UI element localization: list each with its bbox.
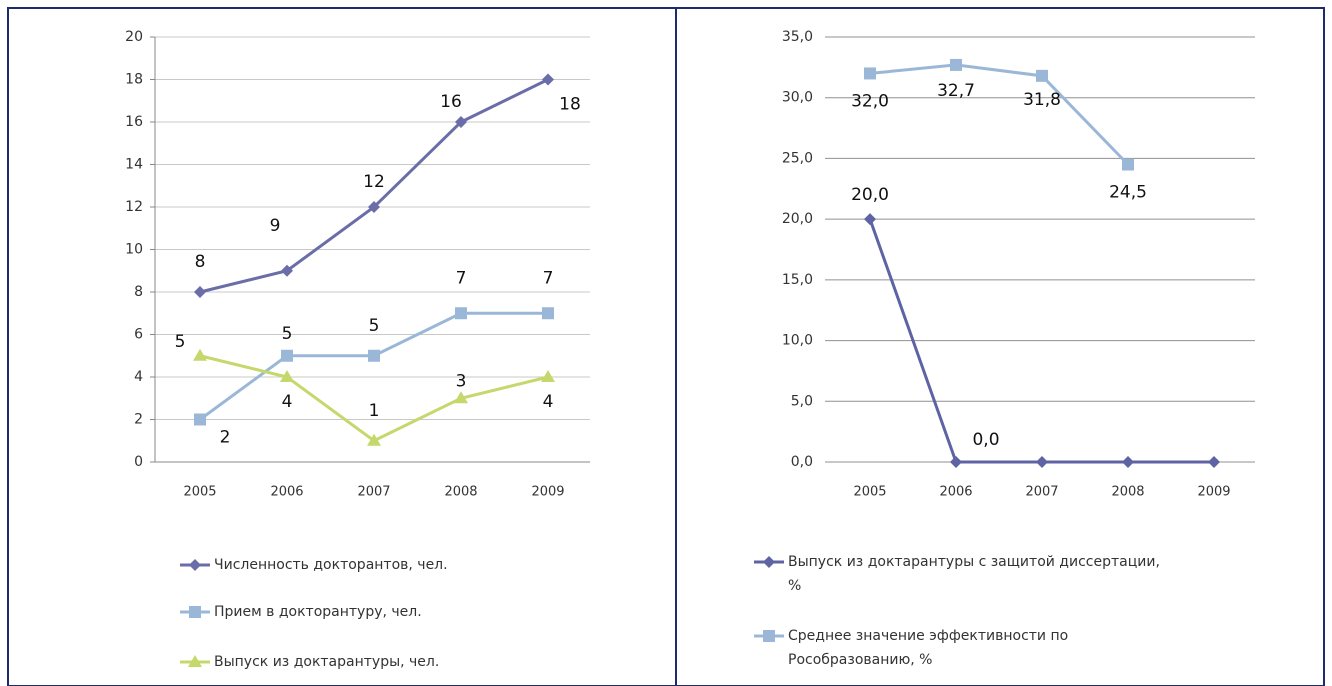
marker (1122, 158, 1134, 171)
legend-label: Численность докторантов, чел. (214, 557, 448, 573)
data-label: 8 (195, 252, 206, 272)
y-tick-label: 14 (125, 157, 143, 173)
y-tick-label: 25,0 (782, 150, 813, 166)
marker (455, 116, 467, 128)
legend-label: Выпуск из доктарантуры, чел. (214, 654, 440, 670)
data-label: 31,8 (1023, 90, 1061, 110)
marker (368, 349, 380, 362)
y-tick-label: 18 (125, 72, 143, 88)
legend-entry: Среднее значение эффективности по Рособр… (788, 628, 1069, 668)
y-tick-label: 0,0 (791, 454, 813, 470)
legend-label: Выпуск из доктарантуры с защитой диссерт… (788, 554, 1160, 594)
marker (864, 67, 876, 80)
y-tick-label: 20 (125, 29, 143, 45)
legend-entry: Прием в докторантуру, чел. (214, 604, 422, 620)
marker (189, 559, 201, 571)
y-tick-label: 4 (134, 369, 143, 385)
marker (281, 349, 293, 362)
y-tick-label: 15,0 (782, 272, 813, 288)
x-tick-label: 2009 (1197, 485, 1230, 500)
marker (541, 370, 555, 382)
series-line (869, 63, 1130, 166)
marker (454, 391, 468, 404)
data-label: 3 (456, 371, 467, 391)
y-tick-label: 30,0 (782, 90, 813, 106)
marker (763, 630, 775, 642)
data-label: 4 (282, 392, 293, 412)
x-tick-label: 2005 (183, 485, 216, 500)
data-label: 18 (559, 95, 581, 115)
data-label: 12 (363, 172, 385, 192)
x-tick-label: 2007 (1025, 485, 1058, 500)
data-label: 24,5 (1109, 183, 1147, 203)
data-label: 4 (543, 392, 554, 412)
data-label: 5 (282, 324, 293, 344)
x-tick-label: 2007 (357, 485, 390, 500)
data-label: 20,0 (851, 185, 889, 205)
marker (864, 213, 876, 226)
marker (542, 73, 554, 86)
y-tick-label: 5,0 (791, 393, 813, 409)
data-label: 32,0 (851, 91, 889, 111)
marker (193, 348, 207, 361)
y-tick-label: 35,0 (782, 29, 813, 45)
x-tick-label: 2006 (939, 485, 972, 500)
data-label: 7 (456, 268, 467, 288)
data-label: 2 (220, 428, 231, 448)
legend-entry: Выпуск из доктарантуры, чел. (214, 654, 440, 670)
y-tick-label: 16 (125, 114, 143, 130)
data-label: 7 (543, 268, 554, 288)
marker (367, 433, 381, 446)
data-label: 5 (175, 332, 186, 352)
y-tick-label: 8 (134, 284, 143, 300)
legend-entry: Численность докторантов, чел. (214, 557, 448, 573)
data-label: 0,0 (972, 430, 999, 450)
legend-label: Среднее значение эффективности по Рособр… (788, 628, 1069, 668)
x-tick-label: 2006 (270, 485, 303, 500)
data-label: 16 (440, 92, 462, 112)
marker (1122, 456, 1134, 468)
legend-label: Прием в докторантуру, чел. (214, 604, 422, 620)
marker (542, 307, 554, 320)
marker (950, 456, 962, 468)
marker (1208, 456, 1220, 468)
marker (280, 370, 294, 382)
series-line (199, 354, 549, 443)
y-tick-label: 0 (134, 454, 143, 470)
table-border (7, 7, 1325, 686)
marker (1036, 456, 1048, 468)
y-tick-label: 20,0 (782, 211, 813, 227)
marker (194, 413, 206, 426)
marker (1036, 69, 1048, 82)
data-label: 9 (270, 216, 281, 236)
y-tick-label: 10 (125, 242, 143, 258)
marker (368, 201, 380, 213)
marker (281, 264, 293, 277)
data-label: 5 (369, 316, 380, 336)
x-tick-label: 2009 (531, 485, 564, 500)
y-tick-label: 6 (134, 327, 143, 343)
marker (763, 556, 775, 568)
marker (950, 58, 962, 71)
x-tick-label: 2008 (1111, 485, 1144, 500)
legend-entry: Выпуск из доктарантуры с защитой диссерт… (788, 554, 1160, 594)
y-tick-label: 10,0 (782, 333, 813, 349)
data-label: 32,7 (937, 81, 975, 101)
data-label: 1 (369, 401, 380, 421)
y-tick-label: 2 (134, 412, 143, 428)
marker (194, 286, 206, 298)
marker (455, 307, 467, 320)
marker (189, 606, 201, 618)
x-tick-label: 2005 (853, 485, 886, 500)
marker (188, 655, 202, 667)
x-tick-label: 2008 (444, 485, 477, 500)
y-tick-label: 12 (125, 199, 143, 215)
